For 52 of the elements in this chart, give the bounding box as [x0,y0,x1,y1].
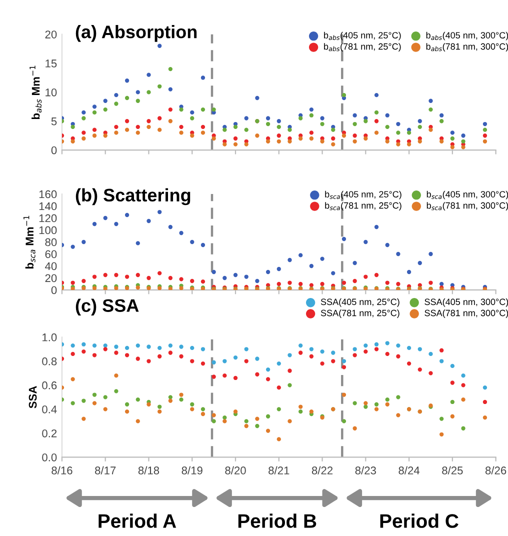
x-tick-label: 8/22 [312,466,333,474]
y-tick-label: 0 [51,146,57,154]
text: Period A [98,514,176,528]
x-tick-label: 8/18 [138,466,160,474]
legend-label: b$_{sca}$(781 nm, 300°C) [426,202,508,210]
y-axis-title: b$_{abs}$ Mm$^{−1}$ [30,66,42,120]
x-tick-label: 8/19 [182,466,202,474]
x-tick-label: 8/26 [485,466,506,474]
legend-label: b$_{abs}$(781 nm, 25°C) [324,43,401,52]
y-axis-title: SSA [28,386,37,408]
y-axis-title: b$_{sca}$ Mm$^{−1}$ [23,216,36,268]
chart-title: (c) SSA [76,298,139,316]
y-tick-label: 15 [46,60,57,68]
legend-label: SSA(405 nm, 300°C) [424,298,508,307]
x-tick-label: 8/20 [225,466,246,474]
y-tick-label: 140 [39,202,57,210]
y-tick-label: 160 [39,190,57,198]
legend-label: SSA(781 nm, 25°C) [320,310,400,318]
x-tick-label: 8/23 [355,466,376,474]
y-tick-label: 120 [39,214,57,222]
y-tick-label: 20 [45,274,57,282]
y-tick-label: 0.6 [42,381,57,390]
y-tick-label: 40 [45,262,57,270]
y-tick-label: 100 [39,226,57,234]
legend-label: b$_{sca}$(781 nm, 25°C) [325,202,402,210]
y-tick-label: 20 [45,30,57,38]
y-tick-label: 60 [45,250,57,258]
legend-label: b$_{abs}$(781 nm, 300°C) [426,43,508,52]
y-tick-label: 0.0 [42,453,57,462]
legend-label: SSA(781 nm, 300°C) [424,310,508,318]
legend-label: SSA(405 nm, 25°C) [320,298,400,307]
chart-title: (b) Scattering [76,188,190,206]
x-tick-label: 8/17 [95,466,116,474]
y-tick-label: 80 [45,238,57,246]
chart-title: (a) Absorption [76,25,197,42]
legend-label: b$_{abs}$(405 nm, 25°C) [324,32,401,40]
text: Period C [380,514,458,528]
x-tick-label: 8/16 [52,466,72,474]
y-tick-label: 1.0 [42,333,57,342]
y-tick-label: 0 [51,286,57,294]
legend-label: b$_{abs}$(405 nm, 300°C) [426,32,508,40]
text: Period B [238,514,316,528]
y-tick-label: 5 [51,118,57,126]
x-tick-label: 8/25 [442,466,463,474]
x-tick-label: 8/24 [398,466,420,474]
y-tick-label: 0.8 [42,357,57,366]
y-tick-label: 10 [46,88,57,96]
legend-label: b$_{sca}$(405 nm, 300°C) [426,190,508,200]
legend-label: b$_{sca}$(405 nm, 25°C) [325,190,402,200]
x-tick-label: 8/21 [268,466,290,474]
y-tick-label: 0.2 [42,429,57,438]
y-tick-label: 0.4 [42,405,57,414]
